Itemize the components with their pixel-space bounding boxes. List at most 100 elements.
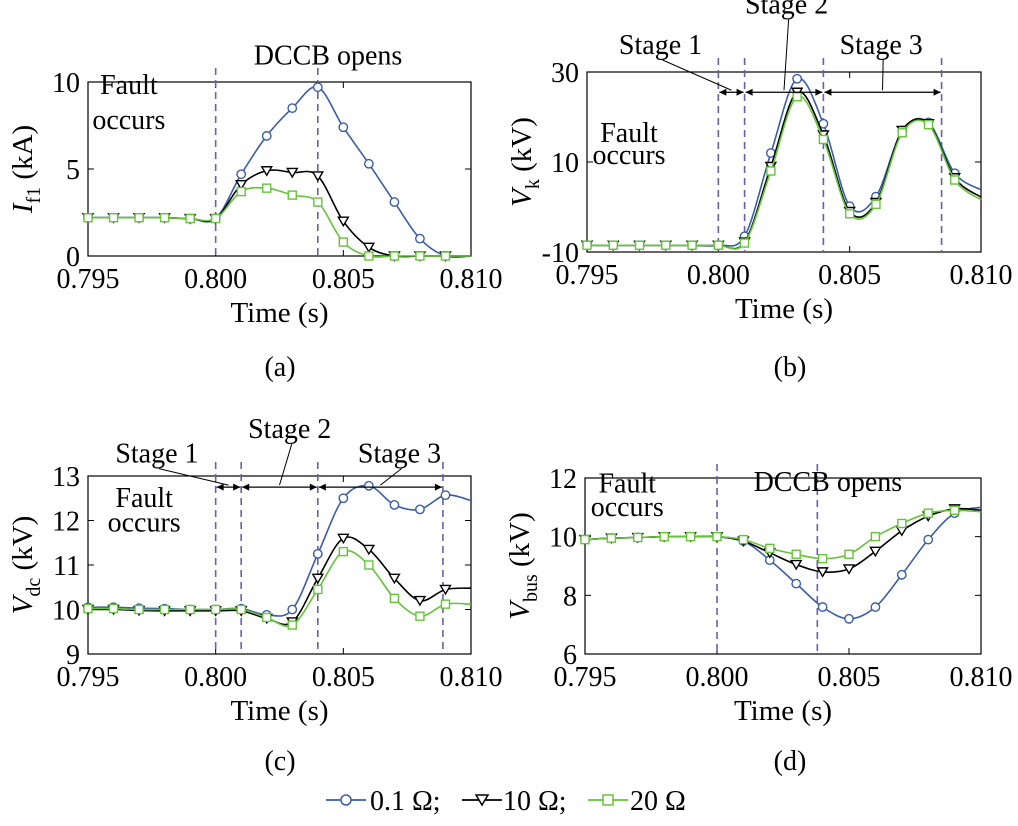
stage-label: Stage 1 [619,30,702,61]
data-point [440,490,451,501]
data-point [415,233,425,244]
data-point [844,549,854,559]
series-line-2 [87,536,472,626]
data-point [842,564,856,575]
annotation: Fault [600,118,658,149]
data-point [687,240,697,250]
data-point [816,567,829,578]
data-point [580,534,590,545]
y-tick-label: 8 [563,581,577,612]
data-point [159,213,170,223]
data-point [234,179,248,191]
legend-label-s3: 20 Ω [630,786,686,817]
annotation: Fault [100,70,158,101]
legend-marker-s2 [474,794,490,807]
stage-arrowhead [434,483,442,491]
panel-subtitle: (c) [264,746,295,777]
panel-d: 0.795 0.800 0.805 0.810 6 8 10 12 Time (s) Vbus (… [504,464,1013,777]
stage-arrowhead [216,483,224,491]
data-point [83,603,93,614]
y-tick-label: 30 [551,58,579,89]
x-axis-label: Time (s) [230,297,328,329]
data-point [185,604,195,615]
data-point [897,518,907,529]
data-point [817,553,828,564]
data-point [739,238,750,248]
data-point [134,213,144,223]
series-line-3 [88,186,471,258]
data-point [312,548,323,559]
annotation: DCCB opens [254,41,403,72]
data-point [923,119,934,130]
data-point [108,213,119,223]
data-point [260,166,273,177]
data-point [791,549,801,559]
data-point [949,505,960,515]
data-point [896,569,907,580]
data-point [844,209,855,219]
data-point [159,604,170,615]
data-point [608,240,618,250]
data-point [338,237,349,247]
data-point [362,242,376,254]
data-point [712,531,722,542]
annotation: occurs [92,105,165,136]
data-point [388,573,401,585]
data-point [287,604,298,615]
data-point [338,546,349,557]
stage-arrowhead [309,483,317,491]
y-axis-label: Vbus (kV) [504,512,542,620]
y-tick-label: 0 [66,242,80,273]
series-line-3 [584,509,982,560]
stage-arrowhead [815,88,823,96]
panel-subtitle: (d) [774,746,807,777]
data-point [844,613,854,624]
x-tick-label: 0.805 [818,260,881,291]
data-point [923,534,934,545]
data-point [818,134,829,145]
data-point [582,240,592,250]
data-point [633,532,643,543]
data-point [262,612,272,623]
legend-label-s2: 10 Ω; [503,786,567,817]
y-tick-label: 6 [563,640,577,671]
data-point [261,131,272,141]
data-point [364,251,374,261]
legend: 0.1 Ω; 10 Ω; 20 Ω [326,786,686,817]
y-axis-label: If1 (kA) [7,125,45,214]
annotation: Fault [598,469,656,500]
data-point [738,534,749,545]
data-point [337,533,350,545]
x-tick-label: 0.805 [312,662,375,693]
data-point [870,531,881,542]
panel-c: 0.795 0.800 0.805 0.810 9 10 11 12 13 Time (s) Vdc… [7,414,503,777]
data-point [337,216,350,228]
data-point [134,604,144,615]
data-point [338,493,349,504]
x-tick-label: 0.795 [556,260,619,291]
series-line-3 [87,549,472,628]
annotation: occurs [592,140,665,171]
data-point [765,543,775,554]
stage-arrowhead [233,483,241,491]
data-point [313,584,323,595]
data-point [236,186,246,197]
data-point [440,599,451,609]
x-tick-label: 0.810 [440,264,503,295]
x-tick-label: 0.810 [440,662,503,693]
data-point [897,128,907,138]
data-point [634,240,645,250]
data-point [287,190,297,200]
data-point [415,504,425,515]
y-tick-label: 10 [52,596,80,627]
panels: 0.795 0.800 0.805 0.810 0 5 10 Time (s) If1 (kA)… [7,0,1013,777]
data-point [236,169,247,180]
series-line-3 [587,95,982,250]
data-point [789,559,803,571]
data-point [792,92,802,102]
data-point [950,175,960,185]
y-axis-label: Vdc (kV) [7,516,45,615]
data-point [869,546,882,558]
stage-leader [783,19,790,91]
x-tick-label: 0.805 [312,264,375,295]
